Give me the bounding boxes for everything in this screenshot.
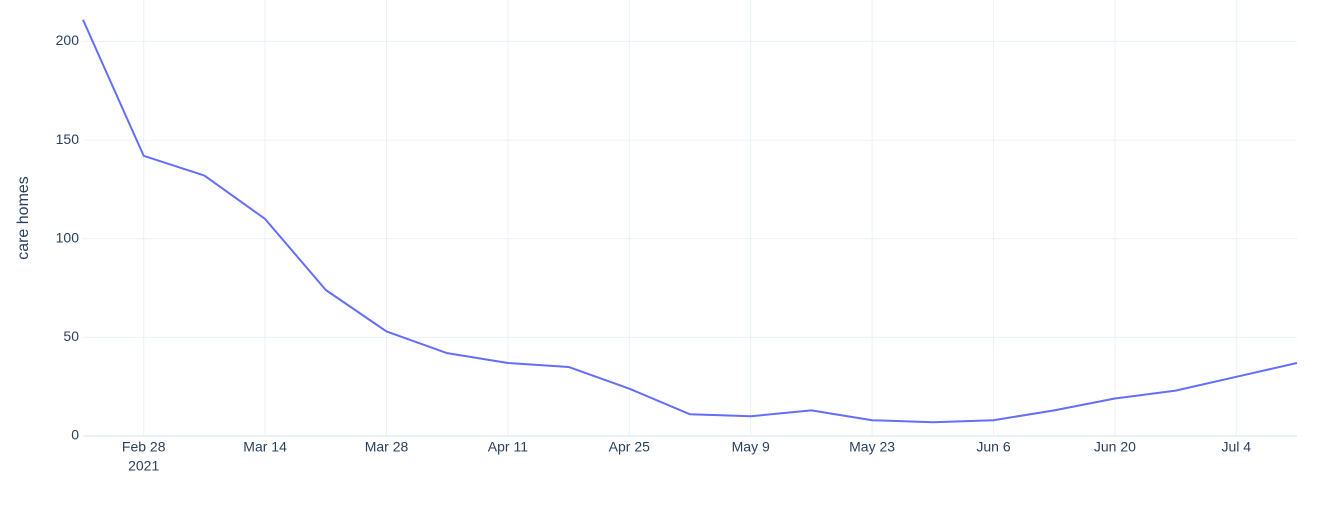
y-tick-label: 100 [56, 229, 80, 245]
y-axis-label: care homes [15, 176, 32, 260]
x-year-label: 2021 [128, 458, 159, 474]
data-line [82, 19, 1298, 424]
x-tick-label: Jun 6 [976, 439, 1010, 455]
x-tick-label: Feb 28 [122, 439, 166, 455]
y-tick-label: 50 [63, 328, 79, 344]
x-tick-label: May 23 [849, 439, 895, 455]
x-tick-label: Jul 4 [1222, 439, 1252, 455]
x-tick-label: Mar 28 [365, 439, 409, 455]
x-tick-label: Apr 11 [488, 439, 528, 455]
y-tick-label: 0 [71, 427, 79, 443]
y-tick-label: 200 [56, 32, 80, 48]
x-tick-label: Jun 20 [1094, 439, 1136, 455]
y-tick-label: 150 [56, 131, 80, 147]
x-tick-label: Mar 14 [243, 439, 287, 455]
x-tick-label: Apr 25 [609, 439, 650, 455]
x-tick-label: May 9 [732, 439, 770, 455]
